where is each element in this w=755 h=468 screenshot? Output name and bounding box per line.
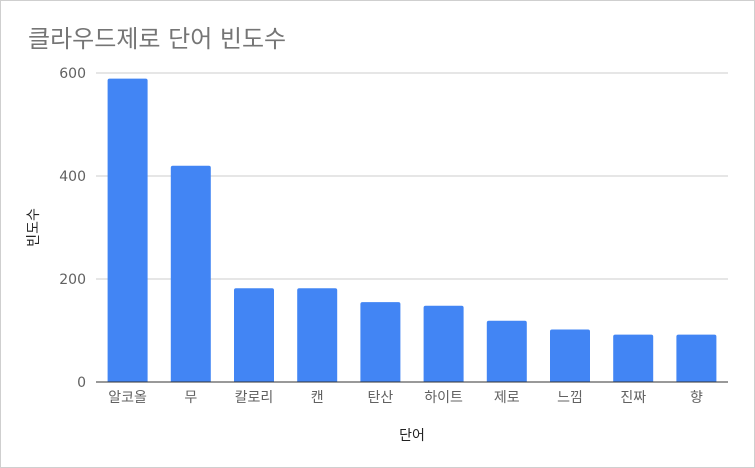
x-tick-label: 알코올 (108, 390, 147, 406)
x-tick-label: 무 (184, 390, 197, 406)
x-tick-label: 칼로리 (235, 390, 274, 406)
x-tick-label: 탄산 (368, 390, 394, 406)
bar (360, 302, 401, 382)
chart-title: 클라우드제로 단어 빈도수 (28, 25, 287, 53)
y-axis-title: 빈도수 (26, 208, 42, 247)
bar (486, 320, 527, 382)
bar (107, 78, 148, 382)
x-tick-label: 향 (690, 390, 703, 406)
bar (423, 305, 464, 382)
x-tick-label: 캔 (311, 390, 324, 406)
bar (234, 288, 274, 382)
x-tick-label: 하이트 (424, 390, 463, 406)
y-tick-label: 400 (59, 169, 86, 185)
bars (107, 78, 717, 382)
y-tick-label: 200 (59, 272, 86, 288)
x-tick-labels: 알코올 무 칼로리 캔 탄산 하이트 제로 느낌 진짜 향 (108, 390, 703, 406)
bar (613, 334, 654, 382)
y-tick-label: 0 (77, 375, 86, 391)
x-tick-label: 제로 (494, 390, 520, 406)
x-axis-title: 단어 (399, 428, 425, 444)
bar (676, 334, 717, 382)
bar (170, 165, 211, 382)
y-tick-label: 600 (59, 66, 86, 82)
x-tick-label: 느낌 (557, 390, 583, 406)
bar (550, 329, 590, 382)
x-tick-label: 진짜 (620, 390, 646, 406)
y-tick-labels: 0 200 400 600 (59, 66, 86, 391)
bar (297, 288, 338, 382)
